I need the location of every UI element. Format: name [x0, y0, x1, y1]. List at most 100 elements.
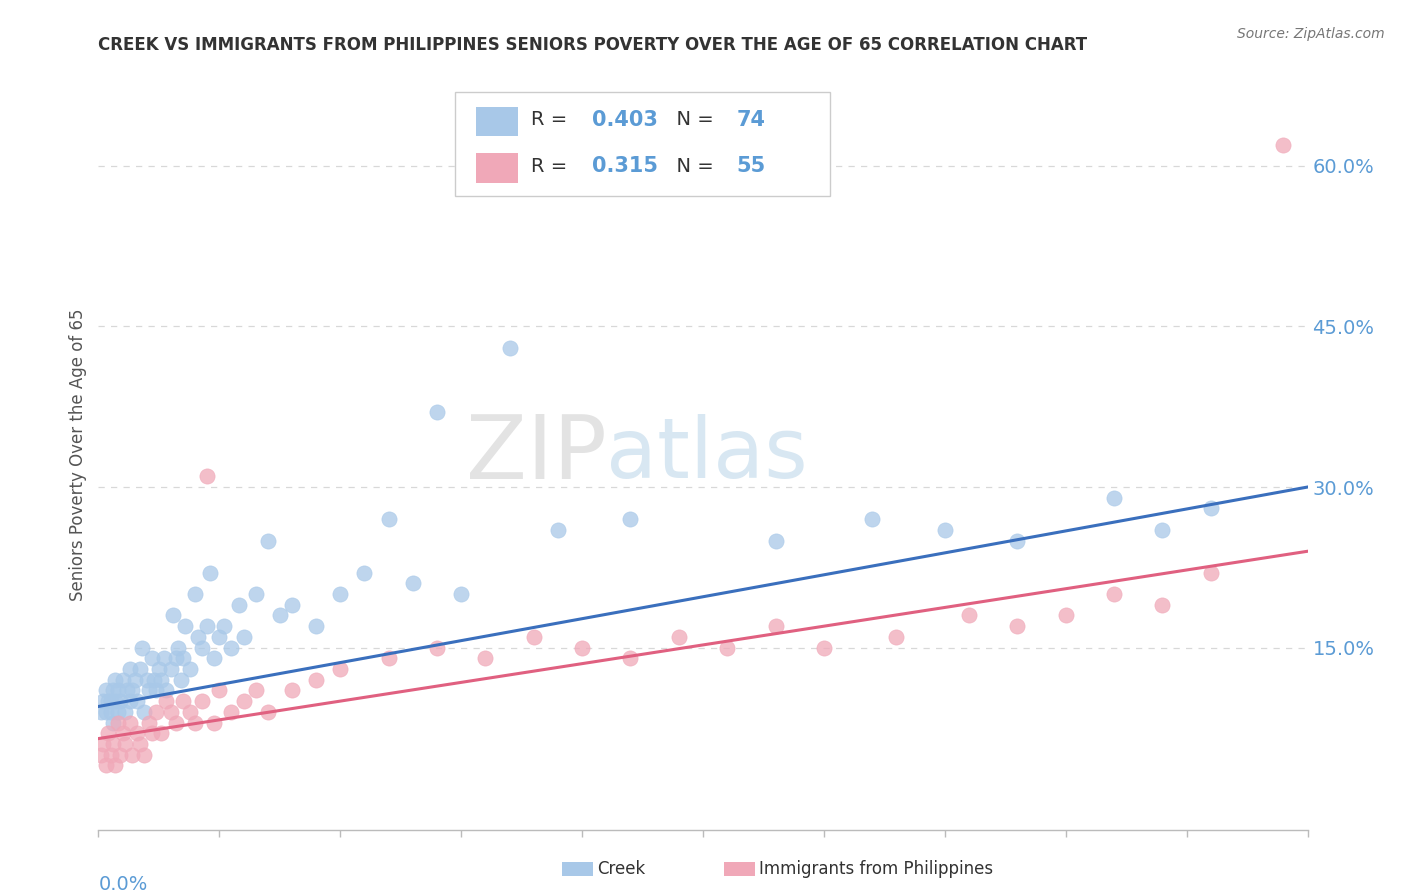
Point: [145, 705, 167, 719]
Point: [121, 747, 143, 762]
Point: [281, 683, 304, 698]
Text: R =: R =: [531, 157, 581, 176]
Point: [155, 683, 177, 698]
Point: [619, 651, 641, 665]
Point: [131, 640, 153, 655]
Point: [127, 694, 149, 708]
Point: [474, 651, 496, 665]
Point: [208, 683, 231, 698]
Point: [208, 630, 231, 644]
Point: [269, 608, 291, 623]
Point: [402, 576, 425, 591]
Point: [179, 705, 201, 719]
Point: [101, 737, 124, 751]
Point: [204, 715, 226, 730]
Point: [138, 683, 160, 698]
Point: [111, 673, 134, 687]
Point: [305, 673, 328, 687]
Point: [450, 587, 472, 601]
Point: [128, 737, 150, 751]
Point: [143, 673, 166, 687]
Point: [150, 726, 173, 740]
Point: [547, 523, 569, 537]
Point: [1152, 523, 1174, 537]
Point: [1054, 608, 1077, 623]
Text: ZIP: ZIP: [465, 411, 606, 499]
Point: [329, 587, 352, 601]
Point: [571, 640, 593, 655]
Point: [1199, 501, 1222, 516]
FancyBboxPatch shape: [475, 153, 517, 183]
Point: [329, 662, 352, 676]
Point: [167, 640, 190, 655]
Point: [94, 705, 117, 719]
Point: [118, 715, 141, 730]
Point: [100, 705, 122, 719]
Point: [127, 726, 149, 740]
Point: [150, 673, 173, 687]
Point: [232, 694, 254, 708]
Point: [108, 694, 131, 708]
Point: [165, 715, 187, 730]
Point: [152, 651, 174, 665]
Point: [118, 662, 141, 676]
Point: [426, 405, 449, 419]
Point: [135, 673, 157, 687]
Point: [111, 726, 134, 740]
Point: [104, 758, 127, 772]
Point: [90, 747, 112, 762]
Point: [245, 683, 267, 698]
Point: [160, 705, 183, 719]
Point: [97, 694, 120, 708]
Point: [114, 705, 136, 719]
Point: [195, 619, 218, 633]
Point: [184, 587, 207, 601]
Point: [141, 726, 163, 740]
Point: [281, 598, 304, 612]
Point: [100, 694, 122, 708]
Point: [305, 619, 328, 633]
Point: [169, 673, 191, 687]
Point: [107, 715, 129, 730]
Text: atlas: atlas: [606, 415, 808, 495]
Text: 0.315: 0.315: [592, 156, 658, 177]
Point: [134, 705, 156, 719]
Point: [353, 566, 375, 580]
Point: [184, 715, 207, 730]
Text: Source: ZipAtlas.com: Source: ZipAtlas.com: [1237, 27, 1385, 41]
Point: [204, 651, 226, 665]
Point: [221, 640, 243, 655]
Point: [100, 747, 122, 762]
Text: 0.0%: 0.0%: [98, 874, 148, 892]
Point: [245, 587, 267, 601]
Point: [104, 694, 127, 708]
Point: [813, 640, 835, 655]
Text: 74: 74: [737, 110, 766, 130]
Point: [195, 469, 218, 483]
Y-axis label: Seniors Poverty Over the Age of 65: Seniors Poverty Over the Age of 65: [69, 309, 87, 601]
Text: N =: N =: [664, 111, 720, 129]
Point: [1007, 533, 1029, 548]
Point: [165, 651, 187, 665]
Text: Creek: Creek: [598, 860, 645, 878]
Point: [145, 683, 167, 698]
Text: 55: 55: [737, 156, 766, 177]
Point: [1102, 491, 1125, 505]
Point: [104, 673, 127, 687]
Point: [174, 619, 197, 633]
Point: [191, 694, 214, 708]
Point: [256, 705, 278, 719]
Point: [155, 694, 177, 708]
Point: [118, 694, 141, 708]
FancyBboxPatch shape: [475, 106, 517, 136]
Point: [141, 651, 163, 665]
FancyBboxPatch shape: [456, 92, 830, 196]
Point: [134, 747, 156, 762]
Point: [498, 341, 520, 355]
Point: [221, 705, 243, 719]
Point: [198, 566, 221, 580]
Point: [91, 737, 114, 751]
Point: [619, 512, 641, 526]
Point: [172, 694, 194, 708]
Point: [148, 662, 170, 676]
